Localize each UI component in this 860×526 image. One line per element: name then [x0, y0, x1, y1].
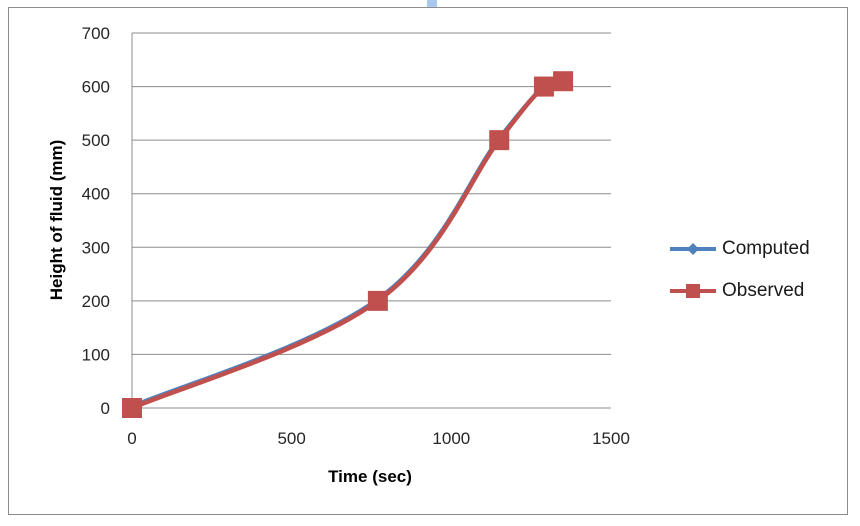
x-tick-label: 1500: [592, 429, 630, 448]
series-lines: [122, 71, 574, 418]
chart-frame: [8, 7, 848, 515]
x-axis-ticks: 0 500 1000 1500: [127, 429, 630, 448]
square-marker-icon: [533, 76, 554, 97]
x-axis-title: Time (sec): [328, 467, 412, 486]
legend-item-computed: Computed: [668, 228, 810, 270]
x-tick-label: 0: [127, 429, 136, 448]
x-tick-label: 1000: [432, 429, 470, 448]
square-marker-icon: [553, 71, 574, 92]
y-tick-label: 400: [82, 185, 110, 204]
legend-label: Observed: [722, 280, 805, 301]
window-edge-marker: [427, 0, 437, 7]
y-tick-label: 200: [82, 292, 110, 311]
square-marker-icon: [670, 284, 716, 298]
square-marker-icon: [122, 398, 142, 418]
y-tick-label: 300: [82, 238, 110, 257]
y-tick-label: 0: [101, 399, 110, 418]
x-tick-label: 500: [277, 429, 305, 448]
series-line-computed: [129, 82, 547, 409]
series-line-observed: [129, 78, 566, 411]
legend: Computed Observed: [668, 228, 810, 312]
y-tick-label: 100: [82, 345, 110, 364]
y-axis-ticks: 0 100 200 300 400 500 600 700: [82, 24, 110, 418]
square-marker-icon: [489, 130, 510, 151]
legend-label: Computed: [722, 238, 810, 259]
y-tick-label: 700: [82, 24, 110, 43]
diamond-marker-icon: [670, 243, 716, 255]
gridlines: [131, 32, 611, 409]
y-tick-label: 500: [82, 131, 110, 150]
y-tick-label: 600: [82, 78, 110, 97]
y-axis-title: Height of fluid (mm): [47, 140, 66, 301]
legend-item-observed: Observed: [668, 270, 810, 312]
square-marker-icon: [367, 290, 388, 311]
